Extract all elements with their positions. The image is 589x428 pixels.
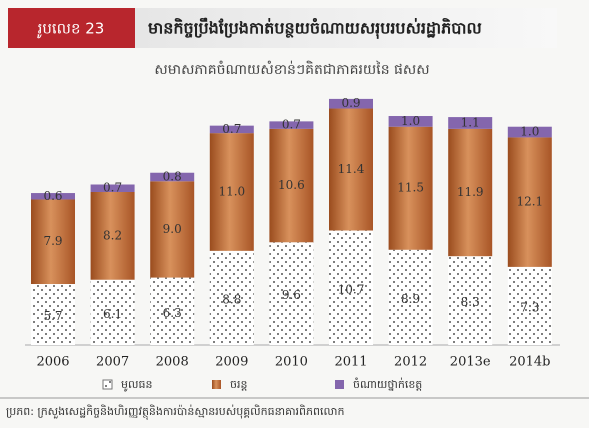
value-label: 0.9 — [341, 96, 360, 110]
figure-label-box — [8, 8, 135, 48]
legend-label: មូលធន — [121, 378, 152, 392]
bar-segment — [269, 121, 314, 129]
value-label: 1.1 — [461, 115, 480, 129]
bar-segment — [448, 128, 493, 257]
bar-segment — [388, 126, 433, 250]
value-label: 7.9 — [43, 234, 62, 248]
bar-segment — [507, 137, 552, 267]
bar-segment — [329, 230, 373, 345]
value-label: 0.8 — [163, 170, 182, 184]
bar-segment — [209, 125, 254, 134]
x-tick-label: 2012 — [394, 355, 427, 370]
source: ប្រភព: ក្រសួងសេដ្ឋកិច្ចនិងហិរញ្ញវត្ថុនិង… — [6, 404, 344, 420]
x-tick-label: 2007 — [96, 355, 129, 370]
bar-segment — [329, 108, 373, 231]
bar-segment — [209, 133, 254, 251]
value-label: 8.2 — [103, 228, 122, 242]
value-label: 8.8 — [222, 292, 241, 306]
value-label: 1.0 — [401, 114, 420, 128]
legend-swatch — [335, 380, 344, 389]
x-tick-label: 2013e — [450, 355, 491, 370]
value-label: 9.0 — [163, 222, 182, 236]
x-tick-label: 2014b — [509, 355, 550, 370]
legend-label: ចំណាយថ្នាក់ខេត្ត — [353, 377, 422, 391]
value-label: 8.9 — [401, 292, 420, 306]
value-label: 11.0 — [218, 184, 245, 198]
value-label: 0.7 — [103, 181, 122, 195]
value-label: 10.7 — [338, 282, 365, 296]
x-tick-label: 2009 — [215, 355, 248, 370]
bar-segment — [31, 199, 75, 285]
chart-title: មានកិច្ចប្រឹងប្រែងកាត់បន្ថយចំណាយសរុបរបស់… — [148, 18, 482, 40]
bar-segment — [507, 266, 552, 345]
bar-segment — [388, 249, 433, 345]
bar-segment — [448, 256, 493, 345]
bar-segment — [31, 284, 75, 345]
value-label: 9.6 — [282, 288, 301, 302]
value-label: 10.6 — [278, 178, 305, 192]
value-label: 8.3 — [461, 295, 480, 309]
bar-segment — [209, 250, 254, 345]
bar-segment — [150, 172, 195, 182]
bar-segment — [90, 191, 135, 280]
value-label: 11.4 — [338, 162, 365, 176]
value-label: 12.1 — [516, 195, 543, 209]
value-label: 0.7 — [222, 122, 241, 136]
x-tick-label: 2010 — [275, 355, 308, 370]
value-label: 7.3 — [520, 300, 539, 314]
value-label: 5.7 — [43, 309, 62, 323]
value-label: 1.0 — [520, 125, 539, 139]
x-tick-label: 2008 — [156, 355, 189, 370]
value-label: 11.9 — [457, 185, 484, 199]
bar-segment — [507, 126, 552, 138]
legend-swatch — [212, 380, 221, 389]
x-tick-label: 2006 — [36, 355, 69, 370]
bar-segment — [150, 277, 195, 345]
value-label: 6.1 — [103, 307, 122, 321]
subtitle: សមាសភាគចំណាយសំខាន់ៗគិតជាភាគរយនៃ ផសស — [154, 60, 429, 78]
value-label: 6.3 — [163, 306, 182, 320]
bar-segment — [269, 128, 314, 243]
figure-label: រូបលេខ 23 — [36, 20, 104, 39]
title-band — [135, 8, 557, 48]
bar-segment — [90, 184, 135, 192]
bar-segment — [90, 279, 135, 345]
legend-label: ចរន្ត — [230, 378, 247, 391]
value-label: 0.7 — [282, 118, 301, 132]
legend-swatch — [102, 379, 113, 390]
bar-segment — [448, 117, 493, 129]
bar-segment — [150, 181, 195, 278]
bar-segment — [329, 98, 373, 109]
value-label: 0.6 — [43, 189, 62, 203]
x-tick-label: 2011 — [334, 355, 367, 370]
bar-segment — [269, 242, 314, 345]
value-label: 11.5 — [397, 181, 424, 195]
bar-segment — [31, 193, 75, 200]
bar-segment — [388, 116, 433, 127]
